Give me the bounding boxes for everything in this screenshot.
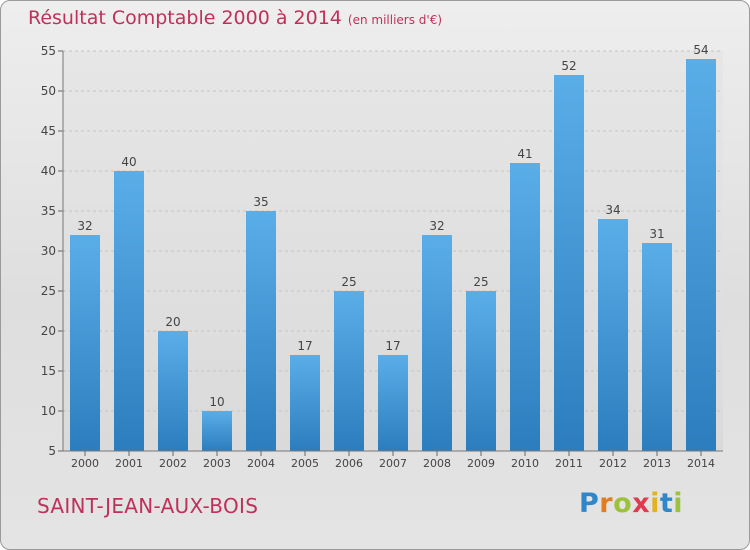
logo-letter: r xyxy=(599,488,614,519)
x-tick-label: 2014 xyxy=(687,457,715,470)
x-tick-label: 2000 xyxy=(71,457,99,470)
x-tick-label: 2006 xyxy=(335,457,363,470)
bar-2005 xyxy=(290,355,320,451)
proxiti-logo: Proxiti xyxy=(579,488,683,519)
logo-letter: i xyxy=(673,488,684,519)
bar-value-label: 10 xyxy=(209,395,224,409)
x-tick-label: 2007 xyxy=(379,457,407,470)
y-tick-label: 15 xyxy=(41,364,56,378)
bar-value-label: 40 xyxy=(121,155,136,169)
bar-value-label: 17 xyxy=(297,339,312,353)
bar-2010 xyxy=(510,163,540,451)
x-tick-label: 2008 xyxy=(423,457,451,470)
bar-2003 xyxy=(202,411,232,451)
bar-value-label: 31 xyxy=(649,227,664,241)
bar-2009 xyxy=(466,291,496,451)
x-tick-label: 2004 xyxy=(247,457,275,470)
bar-value-label: 35 xyxy=(253,195,268,209)
logo-letter: P xyxy=(579,488,600,519)
bar-2002 xyxy=(158,331,188,451)
bar-2013 xyxy=(642,243,672,451)
x-tick-label: 2013 xyxy=(643,457,671,470)
bar-2006 xyxy=(334,291,364,451)
bar-2011 xyxy=(554,75,584,451)
bar-2007 xyxy=(378,355,408,451)
x-tick-label: 2012 xyxy=(599,457,627,470)
y-tick-label: 55 xyxy=(41,44,56,58)
x-tick-label: 2003 xyxy=(203,457,231,470)
bar-2014 xyxy=(686,59,716,451)
y-tick-label: 45 xyxy=(41,124,56,138)
y-tick-label: 30 xyxy=(41,244,56,258)
bar-2000 xyxy=(70,235,100,451)
bar-value-label: 25 xyxy=(341,275,356,289)
chart-subtitle: (en milliers d'€) xyxy=(347,13,443,27)
bar-value-label: 25 xyxy=(473,275,488,289)
bar-value-label: 34 xyxy=(605,203,620,217)
bar-value-label: 52 xyxy=(561,59,576,73)
x-tick-label: 2010 xyxy=(511,457,539,470)
bar-value-label: 54 xyxy=(693,43,708,57)
bar-value-label: 20 xyxy=(165,315,180,329)
y-tick-label: 20 xyxy=(41,324,56,338)
y-tick-label: 25 xyxy=(41,284,56,298)
bar-2001 xyxy=(114,171,144,451)
x-tick-label: 2009 xyxy=(467,457,495,470)
logo-letter: i xyxy=(650,488,660,519)
logo-letter: x xyxy=(632,488,651,519)
y-tick-label: 5 xyxy=(48,444,56,458)
bar-value-label: 32 xyxy=(77,219,92,233)
bar-value-label: 17 xyxy=(385,339,400,353)
bar-value-label: 41 xyxy=(517,147,532,161)
bar-2008 xyxy=(422,235,452,451)
logo-letter: t xyxy=(659,488,674,519)
town-name: SAINT-JEAN-AUX-BOIS xyxy=(37,494,259,518)
chart-title: Résultat Comptable 2000 à 2014 (en millie… xyxy=(28,7,443,29)
bar-value-label: 32 xyxy=(429,219,444,233)
x-tick-label: 2002 xyxy=(159,457,187,470)
x-tick-label: 2005 xyxy=(291,457,319,470)
y-tick-label: 35 xyxy=(41,204,56,218)
bar-2004 xyxy=(246,211,276,451)
y-tick-label: 10 xyxy=(41,404,56,418)
bar-2012 xyxy=(598,219,628,451)
x-tick-label: 2001 xyxy=(115,457,143,470)
y-tick-label: 50 xyxy=(41,84,56,98)
y-tick-label: 40 xyxy=(41,164,56,178)
logo-letter: o xyxy=(613,488,633,519)
x-tick-label: 2011 xyxy=(555,457,583,470)
